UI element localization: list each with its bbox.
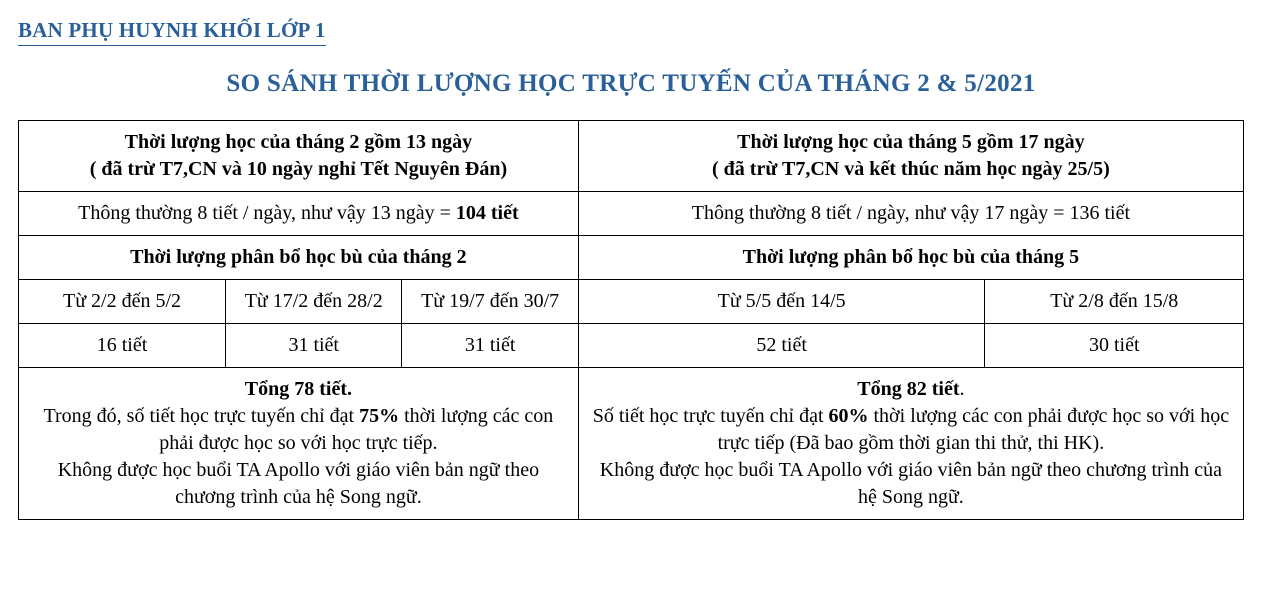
left-summary-l1a: Trong đó, số tiết học trực tuyến chỉ đạt (44, 405, 360, 427)
right-summary-dot: . (960, 378, 965, 400)
right-lessons-1: 30 tiết (985, 324, 1244, 368)
right-alloc-title: Thời lượng phân bổ học bù của tháng 5 (578, 236, 1243, 280)
right-header: Thời lượng học của tháng 5 gồm 17 ngày (… (578, 121, 1243, 192)
left-summary-total: Tổng 78 tiết. (245, 378, 352, 400)
doc-title: SO SÁNH THỜI LƯỢNG HỌC TRỰC TUYẾN CỦA TH… (18, 70, 1244, 98)
right-summary-total: Tổng 82 tiết (857, 378, 959, 400)
right-lessons-0: 52 tiết (578, 324, 985, 368)
left-header: Thời lượng học của tháng 2 gồm 13 ngày (… (19, 121, 579, 192)
left-summary-pct: 75% (359, 405, 399, 427)
right-summary: Tổng 82 tiết. Số tiết học trực tuyến chỉ… (578, 368, 1243, 520)
left-header-l2: ( đã trừ T7,CN và 10 ngày nghỉ Tết Nguyê… (90, 158, 507, 180)
left-lessons-0: 16 tiết (19, 324, 226, 368)
right-header-l1: Thời lượng học của tháng 5 gồm 17 ngày (737, 131, 1085, 153)
right-period-1: Từ 2/8 đến 15/8 (985, 280, 1244, 324)
left-calc: Thông thường 8 tiết / ngày, như vậy 13 n… (19, 192, 579, 236)
left-summary-l2: Không được học buổi TA Apollo với giáo v… (58, 459, 539, 508)
left-header-l1: Thời lượng học của tháng 2 gồm 13 ngày (125, 131, 473, 153)
left-lessons-1: 31 tiết (226, 324, 402, 368)
comparison-table: Thời lượng học của tháng 2 gồm 13 ngày (… (18, 120, 1244, 520)
left-calc-bold: 104 tiết (456, 202, 519, 224)
left-lessons-2: 31 tiết (402, 324, 578, 368)
left-period-0: Từ 2/2 đến 5/2 (19, 280, 226, 324)
left-period-1: Từ 17/2 đến 28/2 (226, 280, 402, 324)
right-summary-l1a: Số tiết học trực tuyến chỉ đạt (593, 405, 829, 427)
right-summary-pct: 60% (829, 405, 869, 427)
left-calc-plain: Thông thường 8 tiết / ngày, như vậy 13 n… (78, 202, 456, 224)
left-period-2: Từ 19/7 đến 30/7 (402, 280, 578, 324)
right-summary-l2: Không được học buổi TA Apollo với giáo v… (600, 459, 1222, 508)
doc-overline: BAN PHỤ HUYNH KHỐI LỚP 1 (18, 18, 326, 46)
left-alloc-title: Thời lượng phân bổ học bù của tháng 2 (19, 236, 579, 280)
left-summary: Tổng 78 tiết. Trong đó, số tiết học trực… (19, 368, 579, 520)
right-calc: Thông thường 8 tiết / ngày, như vậy 17 n… (578, 192, 1243, 236)
right-period-0: Từ 5/5 đến 14/5 (578, 280, 985, 324)
right-header-l2: ( đã trừ T7,CN và kết thúc năm học ngày … (712, 158, 1110, 180)
